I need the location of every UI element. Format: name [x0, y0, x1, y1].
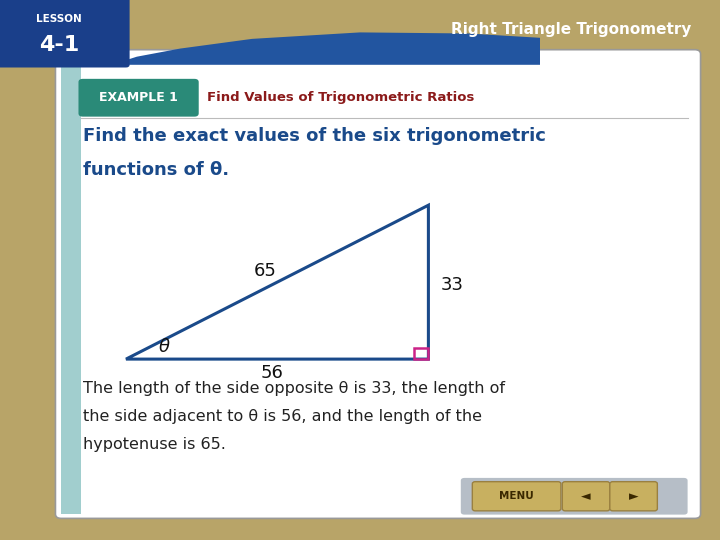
Text: ◄: ◄ — [581, 490, 591, 503]
FancyBboxPatch shape — [61, 54, 81, 514]
Text: Find Values of Trigonometric Ratios: Find Values of Trigonometric Ratios — [207, 91, 474, 104]
Text: EXAMPLE 1: EXAMPLE 1 — [99, 91, 178, 104]
Text: functions of θ.: functions of θ. — [83, 161, 229, 179]
Text: LESSON: LESSON — [36, 15, 82, 24]
Text: Find the exact values of the six trigonometric: Find the exact values of the six trigono… — [83, 127, 546, 145]
Text: 56: 56 — [261, 363, 284, 382]
Text: MENU: MENU — [499, 491, 534, 501]
Text: the side adjacent to θ is 56, and the length of the: the side adjacent to θ is 56, and the le… — [83, 409, 482, 424]
Text: 4-1: 4-1 — [39, 35, 79, 56]
FancyBboxPatch shape — [562, 482, 610, 511]
FancyBboxPatch shape — [55, 50, 701, 518]
Text: ►: ► — [629, 490, 639, 503]
FancyBboxPatch shape — [0, 0, 130, 68]
Text: 65: 65 — [253, 262, 276, 280]
FancyBboxPatch shape — [472, 482, 561, 511]
FancyBboxPatch shape — [78, 79, 199, 117]
Polygon shape — [112, 32, 540, 65]
FancyBboxPatch shape — [461, 478, 688, 515]
Text: hypotenuse is 65.: hypotenuse is 65. — [83, 437, 225, 452]
Text: 33: 33 — [441, 275, 464, 294]
Text: The length of the side opposite θ is 33, the length of: The length of the side opposite θ is 33,… — [83, 381, 505, 396]
FancyBboxPatch shape — [610, 482, 657, 511]
Text: $\theta$: $\theta$ — [158, 338, 171, 356]
Text: Right Triangle Trigonometry: Right Triangle Trigonometry — [451, 22, 691, 37]
